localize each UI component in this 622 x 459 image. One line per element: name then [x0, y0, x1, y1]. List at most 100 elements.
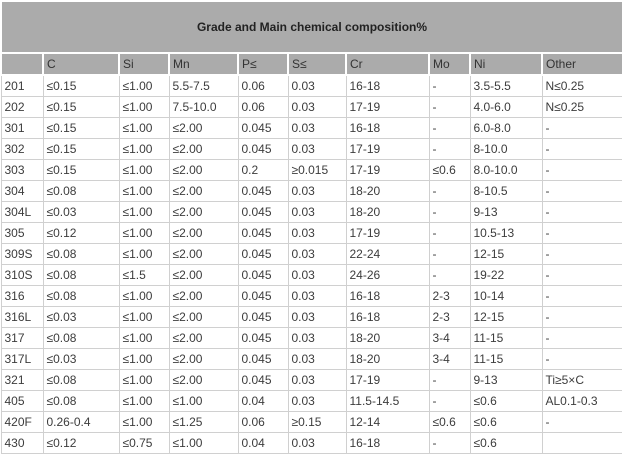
value-cell: 3.5-5.5: [469, 74, 543, 97]
grade-cell: 405: [0, 390, 44, 412]
value-cell: 12-15: [469, 243, 543, 265]
value-cell: 17-19: [345, 96, 430, 118]
value-cell: 7.5-10.0: [168, 96, 239, 118]
value-cell: 0.03: [287, 74, 347, 97]
value-cell: 0.03: [287, 222, 347, 244]
value-cell: -: [541, 138, 622, 160]
value-cell: 2-3: [428, 285, 471, 307]
grade-cell: 430: [0, 432, 44, 454]
table-row-302: 302 ≤0.15 ≤1.00 ≤2.00 0.045 0.03 17-19-8-10.0-: [0, 138, 622, 160]
grade-cell: 317: [0, 327, 44, 349]
value-cell: ≤1.00: [118, 180, 170, 202]
value-cell: -: [428, 117, 471, 139]
value-cell: ≤1.00: [118, 390, 170, 412]
value-cell: ≤1.00: [118, 327, 170, 349]
value-cell: 0.045: [237, 180, 289, 202]
value-cell: 11-15: [469, 348, 543, 370]
value-cell: 0.04: [237, 432, 289, 454]
value-cell: -: [428, 243, 471, 265]
grade-cell: 303: [0, 159, 44, 181]
table-row-430: 430 ≤0.12 ≤0.75 ≤1.00 0.04 0.03 16-18- ≤0.6: [0, 432, 622, 454]
value-cell: ≤0.03: [42, 201, 120, 223]
grade-cell: 304L: [0, 201, 44, 223]
value-cell: ≤2.00: [168, 138, 239, 160]
table-row-201: 201 ≤0.15 ≤1.00 5.5-7.5 0.06 0.03 16-18-3.5-5.…: [0, 74, 622, 97]
grade-cell: 302: [0, 138, 44, 160]
value-cell: ≤0.6: [469, 411, 543, 433]
value-cell: ≤0.12: [42, 432, 120, 454]
table-row-310s: 310S ≤0.08 ≤1.5 ≤2.00 0.045 0.03 24-26-19-22-: [0, 264, 622, 286]
value-cell: 24-26: [345, 264, 430, 286]
value-cell: ≤1.00: [118, 306, 170, 328]
value-cell: 8.0-10.0: [469, 159, 543, 181]
value-cell: -: [428, 222, 471, 244]
value-cell: 0.03: [287, 264, 347, 286]
value-cell: 18-20: [345, 180, 430, 202]
value-cell: 11.5-14.5: [345, 390, 430, 412]
value-cell: ≤1.00: [118, 243, 170, 265]
grade-cell: 321: [0, 369, 44, 391]
value-cell: 0.03: [287, 306, 347, 328]
grade-cell: 420F: [0, 411, 44, 433]
value-cell: ≤1.00: [118, 285, 170, 307]
value-cell: 4.0-6.0: [469, 96, 543, 118]
value-cell: 0.03: [287, 96, 347, 118]
value-cell: 8-10.5: [469, 180, 543, 202]
column-header-si: Si: [118, 52, 170, 76]
value-cell: -: [428, 201, 471, 223]
table-row-305: 305 ≤0.12 ≤1.00 ≤2.00 0.045 0.03 17-19-10.5-13…: [0, 222, 622, 244]
value-cell: 8-10.0: [469, 138, 543, 160]
value-cell: ≤2.00: [168, 285, 239, 307]
grade-cell: 301: [0, 117, 44, 139]
value-cell: 0.045: [237, 285, 289, 307]
value-cell: 0.045: [237, 117, 289, 139]
value-cell: -: [541, 348, 622, 370]
value-cell: -: [428, 180, 471, 202]
value-cell: N≤0.25: [541, 96, 622, 118]
value-cell: 0.03: [287, 201, 347, 223]
table-title: Grade and Main chemical composition%: [0, 0, 622, 54]
value-cell: 5.5-7.5: [168, 74, 239, 97]
value-cell: 0.03: [287, 369, 347, 391]
value-cell: -: [428, 138, 471, 160]
value-cell: 16-18: [345, 432, 430, 454]
value-cell: -: [541, 411, 622, 433]
value-cell: ≤0.15: [42, 117, 120, 139]
value-cell: ≤0.15: [42, 74, 120, 97]
grade-cell: 305: [0, 222, 44, 244]
value-cell: 6.0-8.0: [469, 117, 543, 139]
column-header-mn: Mn: [168, 52, 239, 76]
value-cell: ≤1.00: [118, 369, 170, 391]
value-cell: -: [428, 390, 471, 412]
value-cell: 0.03: [287, 180, 347, 202]
column-header-other: Other: [541, 52, 622, 76]
value-cell: -: [541, 327, 622, 349]
value-cell: 16-18: [345, 117, 430, 139]
value-cell: ≤0.03: [42, 348, 120, 370]
value-cell: 0.06: [237, 96, 289, 118]
column-header-p: P≤: [237, 52, 289, 76]
grade-cell: 317L: [0, 348, 44, 370]
table-row-301: 301 ≤0.15 ≤1.00 ≤2.00 0.045 0.03 16-18-6.0-8.0…: [0, 117, 622, 139]
value-cell: 0.03: [287, 243, 347, 265]
value-cell: -: [541, 306, 622, 328]
grade-cell: 201: [0, 74, 44, 97]
value-cell: -: [541, 159, 622, 181]
value-cell: ≤1.00: [118, 222, 170, 244]
value-cell: 3-4: [428, 327, 471, 349]
value-cell: -: [428, 96, 471, 118]
value-cell: ≤2.00: [168, 222, 239, 244]
value-cell: ≤1.00: [118, 138, 170, 160]
value-cell: ≤0.6: [469, 390, 543, 412]
value-cell: ≤0.08: [42, 180, 120, 202]
value-cell: 0.03: [287, 327, 347, 349]
value-cell: ≤1.25: [168, 411, 239, 433]
value-cell: 0.045: [237, 138, 289, 160]
value-cell: 0.03: [287, 348, 347, 370]
value-cell: 10.5-13: [469, 222, 543, 244]
value-cell: -: [541, 264, 622, 286]
value-cell: -: [541, 180, 622, 202]
value-cell: ≤1.00: [118, 201, 170, 223]
column-header-mo: Mo: [428, 52, 471, 76]
value-cell: 10-14: [469, 285, 543, 307]
